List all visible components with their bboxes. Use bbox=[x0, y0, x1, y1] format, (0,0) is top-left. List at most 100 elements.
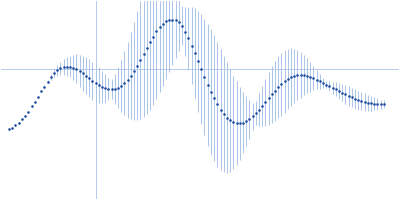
Point bbox=[89, 79, 96, 82]
Point bbox=[217, 108, 224, 111]
Point bbox=[76, 69, 83, 72]
Point bbox=[201, 75, 208, 79]
Point bbox=[233, 122, 240, 125]
Point bbox=[12, 124, 19, 127]
Point bbox=[179, 24, 185, 27]
Point bbox=[314, 78, 320, 81]
Point bbox=[156, 26, 163, 29]
Point bbox=[86, 77, 92, 80]
Point bbox=[121, 81, 128, 85]
Point bbox=[252, 112, 259, 115]
Point bbox=[243, 120, 249, 123]
Point bbox=[294, 74, 300, 77]
Point bbox=[268, 93, 275, 96]
Point bbox=[317, 80, 323, 83]
Point bbox=[320, 82, 326, 85]
Point bbox=[297, 73, 304, 77]
Point bbox=[284, 78, 291, 81]
Point bbox=[108, 88, 115, 91]
Point bbox=[160, 22, 166, 25]
Point bbox=[307, 75, 313, 78]
Point bbox=[304, 74, 310, 77]
Point bbox=[378, 103, 384, 106]
Point bbox=[115, 86, 121, 89]
Point bbox=[41, 85, 48, 88]
Point bbox=[169, 18, 176, 21]
Point bbox=[278, 83, 284, 86]
Point bbox=[28, 105, 35, 108]
Point bbox=[326, 84, 333, 88]
Point bbox=[374, 103, 381, 106]
Point bbox=[365, 101, 371, 104]
Point bbox=[339, 91, 346, 94]
Point bbox=[256, 108, 262, 111]
Point bbox=[9, 126, 16, 129]
Point bbox=[300, 74, 307, 77]
Point bbox=[211, 97, 217, 100]
Point bbox=[48, 75, 54, 79]
Point bbox=[349, 96, 355, 99]
Point bbox=[166, 18, 172, 22]
Point bbox=[44, 80, 51, 83]
Point bbox=[272, 89, 278, 92]
Point bbox=[80, 72, 86, 75]
Point bbox=[147, 41, 153, 44]
Point bbox=[70, 66, 76, 69]
Point bbox=[355, 98, 362, 102]
Point bbox=[6, 128, 12, 131]
Point bbox=[246, 118, 252, 121]
Point bbox=[60, 65, 67, 69]
Point bbox=[240, 121, 246, 124]
Point bbox=[336, 89, 342, 93]
Point bbox=[281, 80, 288, 83]
Point bbox=[288, 76, 294, 79]
Point bbox=[310, 76, 317, 80]
Point bbox=[381, 103, 387, 106]
Point bbox=[249, 115, 256, 118]
Point bbox=[150, 35, 156, 38]
Point bbox=[368, 102, 374, 105]
Point bbox=[362, 100, 368, 104]
Point bbox=[57, 67, 64, 70]
Point bbox=[96, 83, 102, 87]
Point bbox=[346, 94, 352, 98]
Point bbox=[230, 121, 236, 124]
Point bbox=[195, 60, 201, 63]
Point bbox=[323, 83, 330, 86]
Point bbox=[330, 86, 336, 89]
Point bbox=[140, 53, 147, 56]
Point bbox=[333, 88, 339, 91]
Point bbox=[342, 93, 349, 96]
Point bbox=[124, 78, 131, 81]
Point bbox=[67, 65, 73, 68]
Point bbox=[144, 47, 150, 50]
Point bbox=[275, 86, 281, 89]
Point bbox=[352, 97, 358, 100]
Point bbox=[83, 74, 89, 77]
Point bbox=[371, 102, 378, 105]
Point bbox=[102, 87, 108, 90]
Point bbox=[204, 83, 211, 86]
Point bbox=[153, 30, 160, 33]
Point bbox=[176, 21, 182, 24]
Point bbox=[16, 121, 22, 124]
Point bbox=[38, 90, 44, 93]
Point bbox=[208, 90, 214, 93]
Point bbox=[265, 97, 272, 100]
Point bbox=[137, 58, 144, 62]
Point bbox=[99, 85, 105, 89]
Point bbox=[220, 112, 227, 116]
Point bbox=[185, 37, 192, 40]
Point bbox=[163, 20, 169, 23]
Point bbox=[262, 101, 268, 104]
Point bbox=[22, 114, 28, 117]
Point bbox=[73, 67, 80, 71]
Point bbox=[92, 81, 99, 84]
Point bbox=[105, 87, 112, 91]
Point bbox=[182, 30, 188, 33]
Point bbox=[188, 44, 195, 47]
Point bbox=[134, 64, 140, 67]
Point bbox=[112, 87, 118, 90]
Point bbox=[214, 103, 220, 106]
Point bbox=[19, 118, 25, 121]
